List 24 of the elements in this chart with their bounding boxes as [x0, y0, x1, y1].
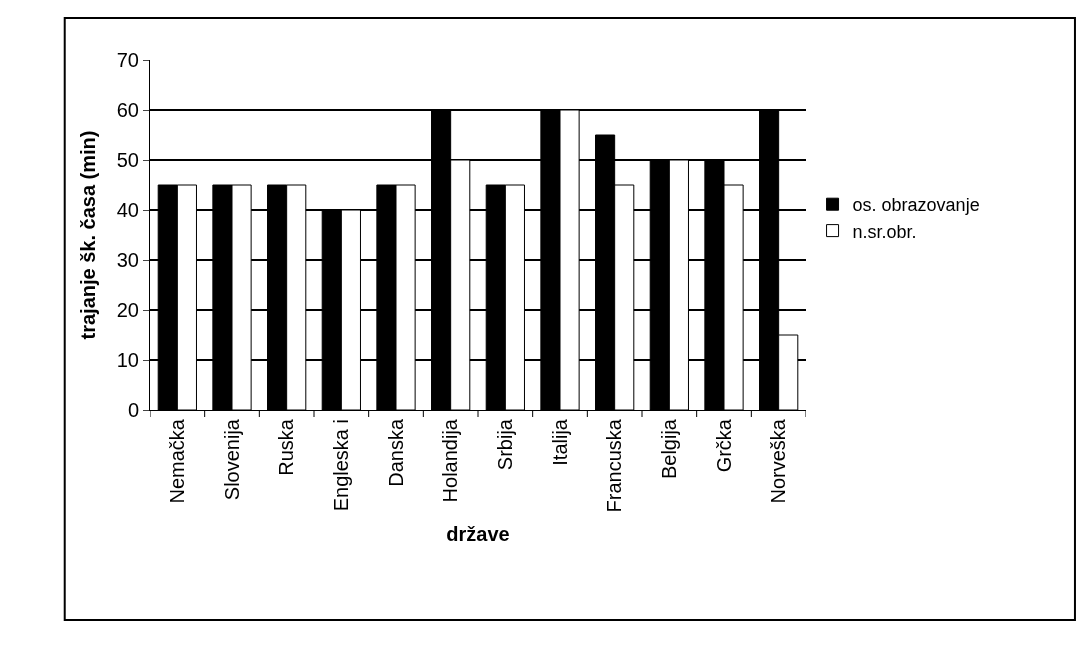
y-tick-label: 40 — [116, 199, 139, 221]
x-tick-label: Grčka — [712, 418, 735, 473]
legend-label: n.sr.obr. — [852, 221, 917, 242]
y-tick-label: 30 — [116, 249, 139, 271]
x-tick-label: Danska — [384, 418, 407, 487]
x-tick-label: Srbija — [493, 418, 516, 471]
y-tick-label: 10 — [116, 349, 139, 371]
legend-label: os. obrazovanje — [852, 195, 980, 216]
y-axis-title: trajanje šk. časa (min) — [77, 130, 100, 340]
x-tick-label: Slovenija — [220, 418, 243, 501]
y-tick-label: 20 — [116, 299, 139, 321]
y-tick-label: 70 — [116, 49, 139, 71]
x-tick-label: Engleska i — [329, 419, 352, 512]
x-tick-label: Francuska — [603, 418, 626, 513]
y-tick-label: 60 — [116, 99, 139, 121]
y-tick-label: 0 — [127, 399, 139, 421]
x-tick-label: Italija — [548, 418, 571, 466]
x-tick-label: Holandija — [439, 418, 462, 503]
x-tick-label: Nemačka — [165, 418, 188, 504]
x-tick-label: Ruska — [275, 418, 298, 476]
y-tick-label: 50 — [116, 149, 139, 171]
x-tick-label: Belgija — [657, 418, 680, 480]
x-tick-label: Norveška — [767, 418, 790, 504]
x-axis-title: države — [446, 522, 510, 545]
